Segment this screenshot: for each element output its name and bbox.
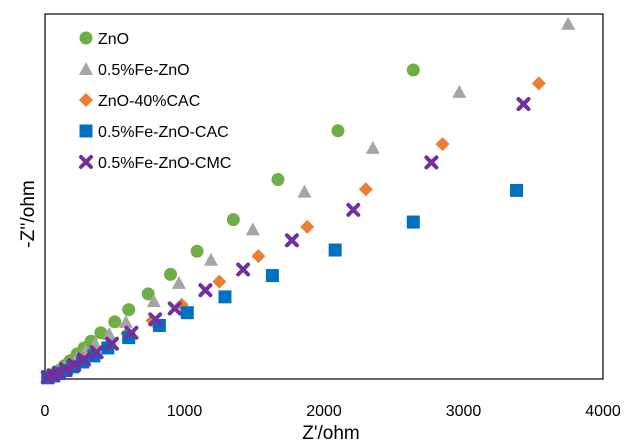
data-point bbox=[102, 326, 117, 340]
data-point bbox=[236, 262, 251, 277]
data-point bbox=[358, 182, 373, 197]
data-point bbox=[171, 275, 186, 289]
data-point bbox=[365, 140, 380, 154]
series-layer bbox=[40, 16, 576, 385]
data-point bbox=[51, 365, 66, 380]
data-point bbox=[284, 233, 299, 248]
data-point bbox=[218, 290, 232, 304]
legend-label: 0.5%Fe-ZnO bbox=[98, 62, 190, 79]
data-point bbox=[561, 16, 576, 30]
legend-item: 0.5%Fe-ZnO-CMC bbox=[79, 155, 231, 172]
series-0.5%Fe-ZnO-CMC bbox=[40, 97, 531, 385]
data-point bbox=[141, 287, 155, 301]
data-point bbox=[94, 326, 108, 340]
data-point bbox=[531, 76, 546, 91]
legend: ZnO 0.5%Fe-ZnO ZnO-40%CAC 0.5%Fe-ZnO-CAC 0.5… bbox=[79, 31, 231, 172]
y-axis-title: -Z''/ohm bbox=[18, 180, 39, 247]
data-point bbox=[190, 244, 204, 258]
x-tick-label: 2000 bbox=[306, 403, 342, 420]
data-point bbox=[148, 312, 163, 327]
data-point bbox=[331, 124, 345, 138]
legend-marker bbox=[79, 62, 93, 75]
data-point bbox=[245, 222, 260, 236]
x-axis-title: Z'/ohm bbox=[302, 423, 359, 442]
legend-label: 0.5%Fe-ZnO-CAC bbox=[98, 124, 229, 141]
data-point bbox=[104, 336, 119, 351]
plot-area-frame bbox=[44, 13, 604, 380]
data-point bbox=[516, 97, 531, 112]
data-point bbox=[271, 172, 285, 186]
data-point bbox=[300, 219, 315, 234]
data-point bbox=[164, 267, 178, 281]
x-tick-label: 4000 bbox=[585, 403, 621, 420]
data-point bbox=[124, 325, 139, 340]
data-point bbox=[424, 155, 439, 170]
data-point bbox=[204, 252, 219, 266]
data-point bbox=[406, 215, 420, 229]
data-point bbox=[77, 352, 92, 367]
data-point bbox=[226, 213, 240, 227]
data-point bbox=[167, 301, 182, 316]
data-point bbox=[265, 269, 279, 283]
data-point bbox=[435, 137, 450, 152]
legend-item: 0.5%Fe-ZnO-CAC bbox=[79, 124, 229, 141]
data-point bbox=[180, 306, 194, 320]
data-point bbox=[297, 184, 312, 198]
data-point bbox=[510, 183, 524, 197]
data-point bbox=[328, 243, 342, 257]
data-point bbox=[198, 283, 213, 298]
data-point bbox=[118, 314, 133, 328]
legend-item: 0.5%Fe-ZnO bbox=[79, 62, 190, 79]
legend-marker bbox=[79, 93, 93, 107]
data-point bbox=[67, 358, 82, 373]
x-tick-label: 3000 bbox=[446, 403, 482, 420]
legend-item: ZnO-40%CAC bbox=[79, 93, 200, 110]
legend-marker bbox=[79, 124, 93, 138]
data-point bbox=[452, 84, 467, 98]
legend-marker bbox=[79, 31, 93, 45]
data-point bbox=[212, 274, 227, 289]
data-point bbox=[122, 303, 136, 317]
data-point bbox=[406, 63, 420, 77]
x-tick-labels: 0 1000 2000 3000 4000 bbox=[41, 403, 621, 420]
legend-item: ZnO bbox=[79, 31, 129, 48]
x-tick-label: 1000 bbox=[167, 403, 203, 420]
data-point bbox=[346, 202, 361, 217]
legend-label: ZnO-40%CAC bbox=[98, 93, 200, 110]
legend-label: 0.5%Fe-ZnO-CMC bbox=[98, 155, 231, 172]
data-point bbox=[89, 345, 104, 360]
x-tick-label: 0 bbox=[41, 403, 50, 420]
data-point bbox=[146, 294, 161, 308]
data-point bbox=[58, 362, 73, 377]
legend-label: ZnO bbox=[98, 31, 129, 48]
data-point bbox=[251, 249, 266, 264]
legend-marker bbox=[79, 155, 93, 169]
data-point bbox=[108, 315, 122, 329]
